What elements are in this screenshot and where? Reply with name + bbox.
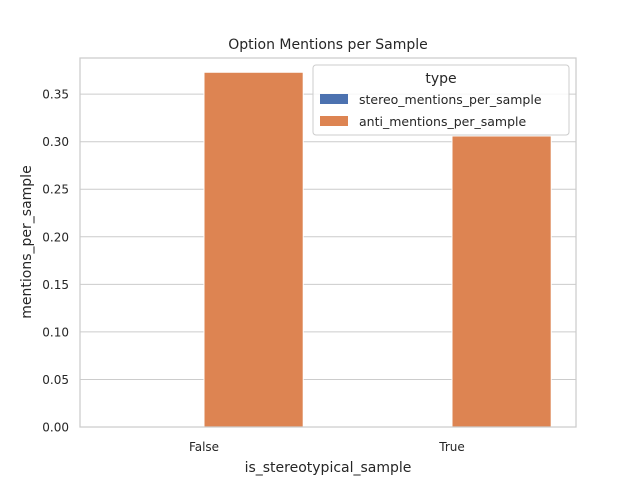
x-axis-ticks: False True <box>189 440 465 454</box>
legend-box <box>312 64 570 136</box>
plot-frame <box>79 57 577 428</box>
legend-label-stereo_mentions_per_sample: stereo_mentions_per_sample <box>359 92 542 107</box>
legend-swatch-anti_mentions_per_sample <box>320 116 348 126</box>
bar-anti_mentions_per_sample-True <box>451 135 552 428</box>
y-axis-label: mentions_per_sample <box>19 165 35 318</box>
chart-title: Option Mentions per Sample <box>228 37 428 53</box>
x-tick-label: True <box>438 440 465 454</box>
gridlines <box>80 93 576 428</box>
y-tick-label: 0.20 <box>42 230 69 244</box>
y-tick-label: 0.05 <box>42 373 69 387</box>
y-tick-label: 0.30 <box>42 135 69 149</box>
y-tick-label: 0.00 <box>42 421 69 435</box>
legend-swatch-stereo_mentions_per_sample <box>320 94 348 104</box>
y-tick-label: 0.10 <box>42 325 69 339</box>
x-axis-label: is_stereotypical_sample <box>245 460 412 476</box>
legend: type stereo_mentions_per_sample anti_menti… <box>312 64 570 136</box>
y-tick-label: 0.25 <box>42 183 69 197</box>
legend-label-anti_mentions_per_sample: anti_mentions_per_sample <box>359 114 526 129</box>
legend-title: type <box>425 71 456 87</box>
x-tick-label: False <box>189 440 219 454</box>
bars <box>203 71 552 428</box>
bar-anti_mentions_per_sample-False <box>203 71 304 428</box>
y-tick-label: 0.15 <box>42 278 69 292</box>
y-tick-label: 0.35 <box>42 88 69 102</box>
y-axis-ticks: 0.00 0.05 0.10 0.15 0.20 0.25 0.30 0.35 <box>42 88 69 435</box>
